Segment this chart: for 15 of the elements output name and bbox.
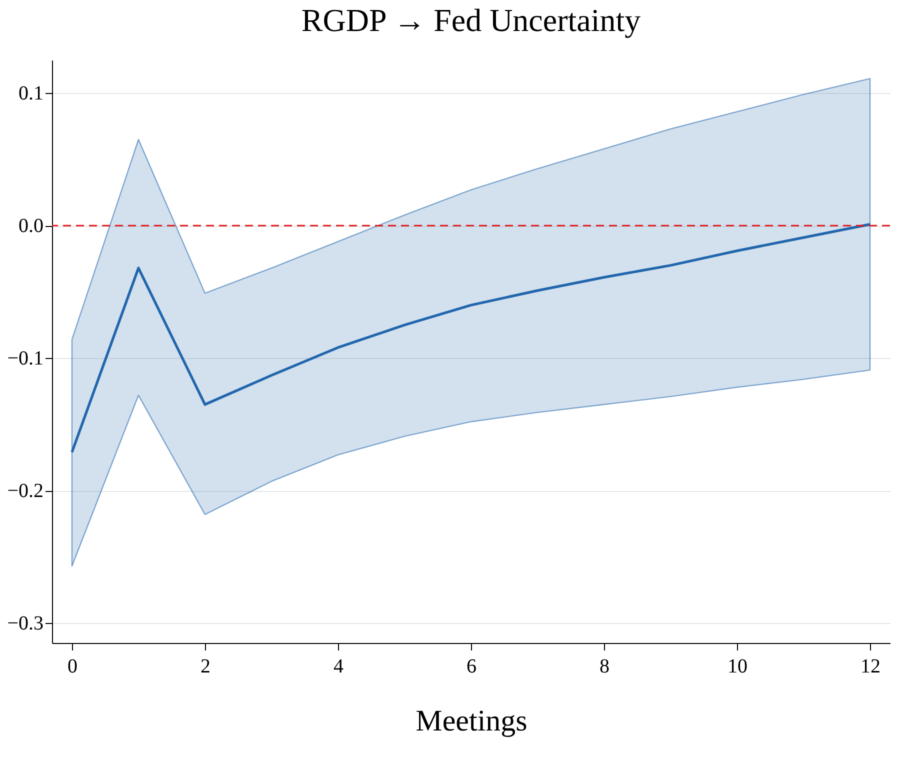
x-tick-label: 8 bbox=[600, 656, 610, 678]
x-tick-label: 0 bbox=[67, 656, 78, 678]
x-tick-label: 2 bbox=[200, 656, 210, 678]
x-tick-label: 4 bbox=[333, 656, 344, 678]
y-tick-label: 0.0 bbox=[18, 215, 44, 238]
y-tick-label: −0.2 bbox=[7, 480, 44, 502]
x-axis-title: Meetings bbox=[416, 704, 528, 738]
line-series bbox=[70, 223, 872, 454]
y-tick-label: −0.1 bbox=[7, 348, 44, 370]
x-tick-label: 6 bbox=[466, 656, 476, 678]
y-tick-label: −0.3 bbox=[7, 612, 44, 635]
chart-title: RGDP → Fed Uncertainty bbox=[301, 2, 641, 38]
x-tick-label: 12 bbox=[860, 656, 881, 678]
x-tick-label: 10 bbox=[728, 656, 748, 678]
y-tick-label: 0.1 bbox=[18, 82, 44, 105]
